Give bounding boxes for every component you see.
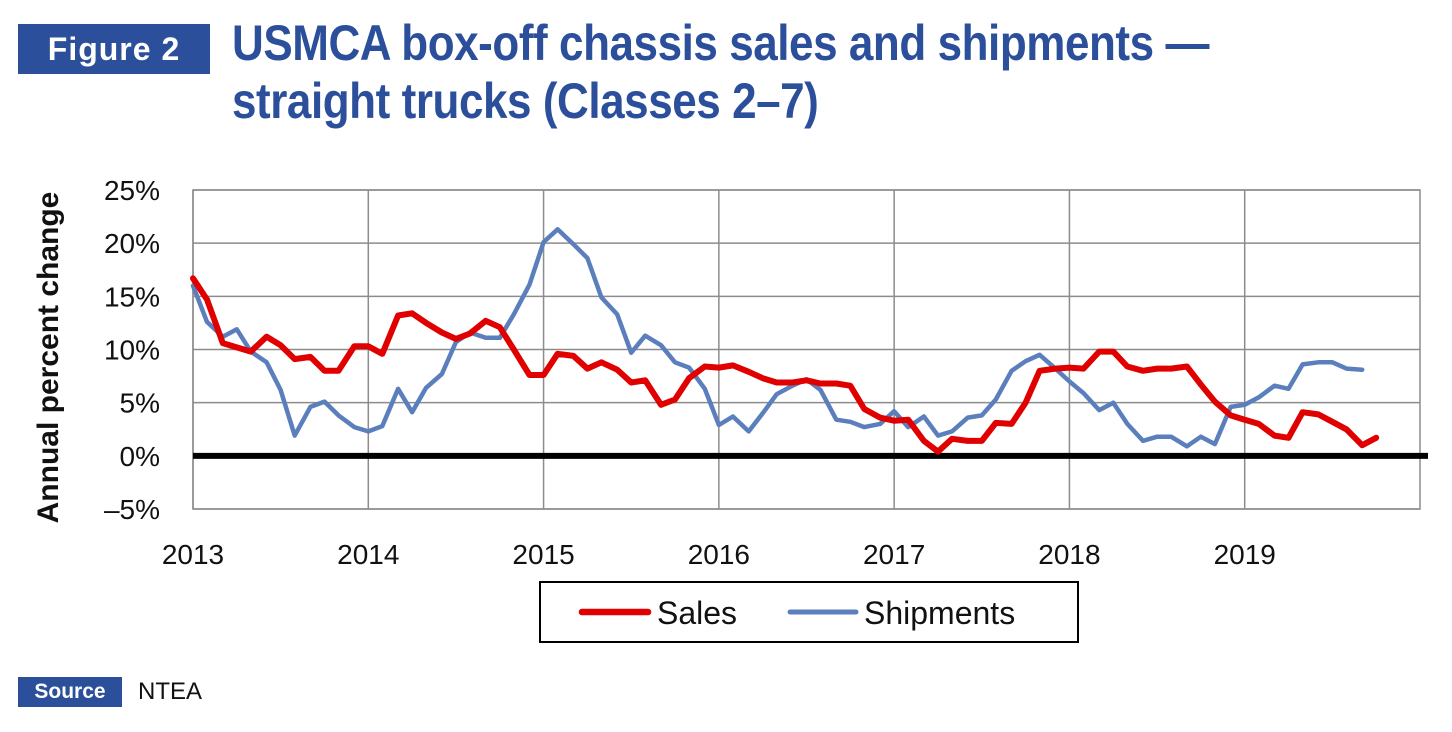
legend-label-shipments: Shipments bbox=[864, 595, 1015, 631]
source-text: NTEA bbox=[138, 678, 203, 705]
x-tick-label: 2013 bbox=[162, 539, 224, 570]
x-tick-label: 2019 bbox=[1214, 539, 1276, 570]
y-tick-label: 20% bbox=[104, 228, 160, 259]
y-axis-label: Annual percent change bbox=[32, 192, 65, 524]
y-tick-label: 5% bbox=[120, 388, 160, 419]
y-tick-label: 15% bbox=[104, 281, 160, 312]
x-tick-label: 2018 bbox=[1038, 539, 1100, 570]
series-line-sales bbox=[190, 275, 1380, 455]
chart-title-line1: USMCA box-off chassis sales and shipment… bbox=[232, 15, 1210, 71]
y-tick-label: 0% bbox=[120, 441, 160, 472]
y-tick-label: 10% bbox=[104, 335, 160, 366]
source-badge: Source bbox=[18, 677, 122, 707]
y-tick-label: 25% bbox=[104, 175, 160, 206]
y-tick-label: –5% bbox=[104, 494, 160, 525]
x-tick-label: 2016 bbox=[688, 539, 750, 570]
x-tick-label: 2017 bbox=[863, 539, 925, 570]
x-tick-label: 2014 bbox=[337, 539, 399, 570]
chart-title: USMCA box-off chassis sales and shipment… bbox=[232, 14, 1288, 130]
chart-title-line2: straight trucks (Classes 2–7) bbox=[232, 73, 819, 129]
figure-badge: Figure 2 bbox=[18, 24, 210, 74]
x-tick-label: 2015 bbox=[512, 539, 574, 570]
legend-label-sales: Sales bbox=[657, 595, 737, 631]
series-line-shipments bbox=[190, 227, 1365, 449]
